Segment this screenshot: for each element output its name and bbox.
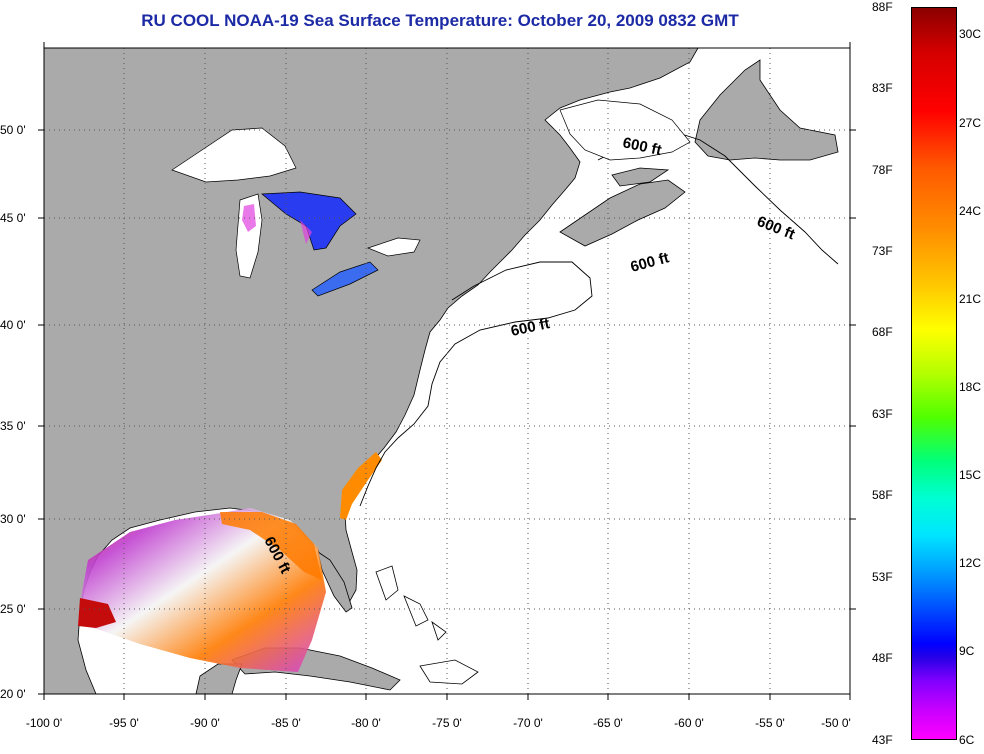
lake-erie	[311, 261, 379, 297]
lon-label: -95 0'	[109, 716, 139, 730]
lake-huron	[261, 191, 357, 251]
colorbar-f-label: 78F	[872, 163, 893, 177]
colorbar-f-label: 48F	[872, 651, 893, 665]
lat-label: 35 0'	[0, 419, 26, 433]
colorbar-c-label: 24C	[959, 204, 982, 218]
colorbar-f-label: 43F	[872, 733, 893, 747]
lake-michigan	[235, 193, 263, 279]
colorbar-c-label: 15C	[959, 468, 982, 482]
gulf-sst-red-corner	[78, 598, 116, 628]
map-title: RU COOL NOAA-19 Sea Surface Temperature:…	[141, 11, 739, 30]
lon-label: -65 0'	[593, 716, 623, 730]
colorbar-f-label: 83F	[872, 81, 893, 95]
lat-label: 40 0'	[0, 318, 26, 332]
colorbar-f-label: 73F	[872, 244, 893, 258]
lon-label: -100 0'	[26, 716, 62, 730]
colorbar-f-label: 63F	[872, 407, 893, 421]
land-maritimes	[559, 179, 686, 247]
lon-label: -55 0'	[755, 716, 785, 730]
land-hispaniola	[419, 659, 479, 685]
lat-label: 20 0'	[0, 687, 26, 701]
colorbar-c-label: 30C	[959, 27, 982, 41]
land-newfoundland	[694, 59, 839, 161]
colorbar-f-label: 88F	[872, 0, 893, 14]
lon-label: -80 0'	[351, 716, 381, 730]
lon-label: -75 0'	[432, 716, 462, 730]
colorbar-c-label: 21C	[959, 292, 982, 306]
atlantic-warm-strip	[340, 452, 382, 520]
lon-label: -50 0'	[821, 716, 851, 730]
colorbar-c-label: 6C	[959, 733, 975, 747]
gulf-warm-shelf	[220, 512, 322, 580]
lat-label: 50 0'	[0, 123, 26, 137]
lake-ontario	[366, 237, 421, 257]
lat-label: 25 0'	[0, 602, 26, 616]
lake-superior	[171, 127, 297, 183]
colorbar-f-label: 58F	[872, 488, 893, 502]
colorbar-f-label: 68F	[872, 325, 893, 339]
temperature-colorbar	[911, 7, 957, 740]
colorbar-c-label: 12C	[959, 556, 982, 570]
lon-label: -90 0'	[190, 716, 220, 730]
lat-label: 45 0'	[0, 211, 26, 225]
land-florida	[317, 551, 353, 613]
land-anticosti	[611, 167, 670, 187]
colorbar-c-label: 27C	[959, 116, 982, 130]
lake-michigan-nearshore	[242, 204, 312, 244]
axis-ticks	[38, 42, 856, 700]
colorbar-f-label: 53F	[872, 570, 893, 584]
lon-label: -70 0'	[513, 716, 543, 730]
colorbar-c-label: 18C	[959, 380, 982, 394]
land-bahamas	[375, 565, 447, 641]
colorbar-c-label: 9C	[959, 644, 975, 658]
lat-label: 30 0'	[0, 512, 26, 526]
lon-label: -85 0'	[271, 716, 301, 730]
gulf-sst-swath	[78, 508, 326, 672]
land-north-america	[43, 47, 699, 695]
lon-label: -60 0'	[674, 716, 704, 730]
